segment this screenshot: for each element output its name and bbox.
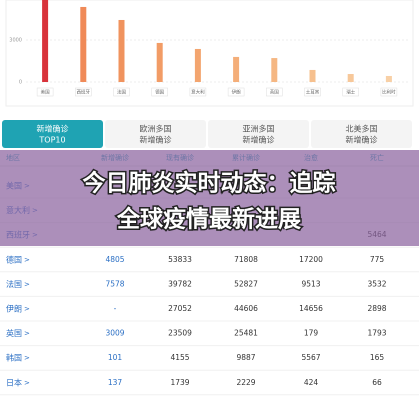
x-label-box — [227, 87, 245, 97]
row-name[interactable]: 英国 — [6, 328, 22, 338]
x-tick-label: 瑞士 — [346, 89, 355, 96]
x-label-box — [36, 87, 54, 97]
y-tick-label: 3000 — [9, 38, 22, 44]
y-tick-label: 0 — [19, 80, 22, 86]
tab-line1: 亚洲多国 — [243, 124, 275, 134]
overlay-title: 今日肺炎实时动态：追踪 — [83, 170, 336, 197]
table-cell: 5567 — [301, 353, 320, 362]
bar — [80, 6, 87, 83]
table-cell: 165 — [370, 353, 385, 362]
overlay-band — [0, 150, 419, 246]
tab-line2: 新增确诊 — [346, 135, 378, 145]
x-label-box — [380, 87, 398, 97]
table-cell: 424 — [304, 378, 319, 387]
tab-line1: 欧洲多国 — [140, 124, 172, 134]
table-cell: 775 — [370, 255, 385, 264]
bar — [42, 0, 49, 82]
tab[interactable] — [311, 120, 412, 148]
row-name[interactable]: 法国 — [6, 279, 22, 289]
bar — [347, 74, 354, 82]
table-cell: 2229 — [236, 378, 255, 387]
row-name[interactable]: 日本 — [6, 377, 22, 387]
bar — [385, 75, 392, 82]
x-label-box — [189, 87, 207, 97]
tab-line2: 新增确诊 — [140, 135, 172, 145]
x-tick-label: 英国 — [270, 89, 279, 96]
table-cell: - — [114, 304, 117, 313]
bar — [194, 48, 201, 82]
tab-line2: TOP10 — [38, 136, 65, 145]
bar — [309, 69, 316, 82]
x-tick-label: 意大利 — [191, 89, 205, 96]
table-cell: 23509 — [168, 329, 192, 338]
table-cell: 14656 — [299, 304, 323, 313]
table-cell: 4805 — [105, 255, 124, 264]
row-arrow: > — [24, 330, 30, 338]
x-label-box — [113, 87, 130, 97]
tab[interactable] — [105, 120, 206, 148]
tab-line1: 新增确诊 — [37, 124, 69, 134]
row-arrow: > — [24, 354, 30, 362]
table-cell: 9887 — [236, 353, 255, 362]
x-tick-label: 西班牙 — [77, 89, 91, 96]
row-arrow: > — [24, 280, 30, 288]
table-cell: 52827 — [234, 279, 258, 288]
table-cell: 4155 — [170, 353, 189, 362]
table-cell: 3009 — [105, 329, 124, 338]
table-cell: 53833 — [168, 255, 192, 264]
tab[interactable] — [208, 120, 309, 148]
x-tick-label: 比利时 — [382, 89, 396, 96]
table-cell: 1739 — [170, 378, 189, 387]
table-cell: 7578 — [105, 279, 124, 288]
table-cell: 17200 — [299, 255, 323, 264]
table-cell: 2898 — [367, 304, 386, 313]
overlay-title: 全球疫情最新进展 — [116, 206, 301, 233]
table-cell: 1793 — [367, 329, 386, 338]
table-cell: 27052 — [168, 304, 192, 313]
x-tick-label: 法国 — [117, 89, 126, 96]
table-cell: 101 — [108, 353, 123, 362]
x-tick-label: 伊朗 — [232, 89, 241, 96]
table-cell: 44606 — [234, 304, 258, 313]
row-arrow: > — [24, 379, 30, 387]
row-arrow: > — [24, 256, 30, 264]
bar — [233, 56, 240, 82]
row-name[interactable]: 伊朗 — [6, 304, 22, 314]
table-cell: 179 — [304, 329, 319, 338]
row-arrow: > — [24, 305, 30, 313]
x-tick-label: 美国 — [41, 89, 50, 96]
bar — [271, 58, 278, 82]
tab[interactable] — [2, 120, 103, 148]
table-cell: 137 — [108, 378, 123, 387]
x-label-box — [151, 87, 168, 97]
x-tick-label: 土耳其 — [306, 89, 320, 96]
row-name[interactable]: 韩国 — [6, 353, 22, 363]
tab-line1: 北美多国 — [346, 124, 378, 134]
table-cell: 3532 — [367, 279, 386, 288]
bar — [156, 42, 163, 82]
x-label-box — [304, 87, 321, 97]
tab-line2: 新增确诊 — [243, 135, 275, 145]
x-label-box — [75, 87, 92, 97]
table-cell: 39782 — [168, 279, 192, 288]
chart-frame — [5, 0, 414, 107]
x-label-box — [342, 87, 359, 97]
table-cell: 9513 — [301, 279, 320, 288]
table-cell: 25481 — [234, 329, 258, 338]
row-name[interactable]: 德国 — [6, 254, 22, 264]
x-label-box — [266, 87, 283, 97]
bar — [118, 19, 125, 82]
table-cell: 66 — [372, 378, 382, 387]
x-tick-label: 德国 — [155, 89, 164, 96]
table-cell: 71808 — [234, 255, 258, 264]
